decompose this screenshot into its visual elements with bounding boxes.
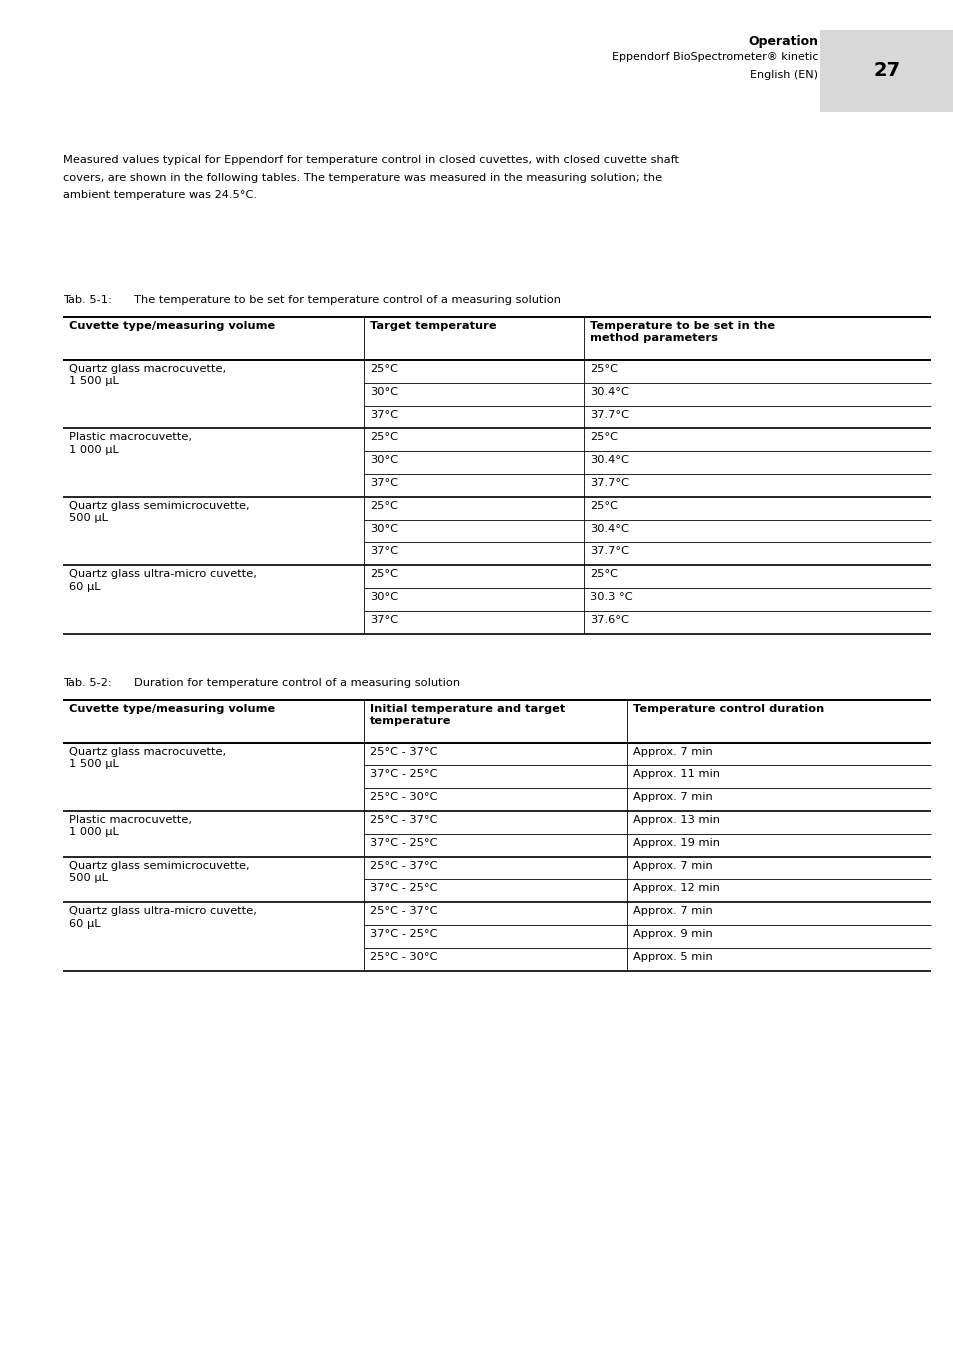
- Text: 25°C - 30°C: 25°C - 30°C: [370, 792, 437, 802]
- Text: Target temperature: Target temperature: [370, 321, 497, 331]
- Text: 25°C - 37°C: 25°C - 37°C: [370, 747, 437, 756]
- Text: 37°C - 25°C: 37°C - 25°C: [370, 838, 437, 848]
- Text: 37.7°C: 37.7°C: [589, 409, 628, 420]
- Text: Tab. 5-2:    Duration for temperature control of a measuring solution: Tab. 5-2: Duration for temperature contr…: [63, 678, 459, 687]
- Text: 37°C - 25°C: 37°C - 25°C: [370, 769, 437, 779]
- Text: 30°C: 30°C: [370, 593, 398, 602]
- Text: 30.4°C: 30.4°C: [589, 524, 628, 533]
- Text: Quartz glass semimicrocuvette,
500 μL: Quartz glass semimicrocuvette, 500 μL: [69, 860, 250, 883]
- Text: 30°C: 30°C: [370, 387, 398, 397]
- Bar: [820, 30, 953, 112]
- Text: 25°C: 25°C: [589, 501, 618, 510]
- Text: 25°C: 25°C: [370, 570, 397, 579]
- Text: 30.4°C: 30.4°C: [589, 455, 628, 466]
- Text: Quartz glass ultra-micro cuvette,
60 μL: Quartz glass ultra-micro cuvette, 60 μL: [69, 570, 256, 591]
- Text: Quartz glass ultra-micro cuvette,
60 μL: Quartz glass ultra-micro cuvette, 60 μL: [69, 906, 256, 929]
- Text: 25°C - 37°C: 25°C - 37°C: [370, 815, 437, 825]
- Text: Approx. 7 min: Approx. 7 min: [633, 860, 712, 871]
- Text: 30°C: 30°C: [370, 524, 398, 533]
- Text: Quartz glass macrocuvette,
1 500 μL: Quartz glass macrocuvette, 1 500 μL: [69, 747, 226, 769]
- Text: 30.4°C: 30.4°C: [589, 387, 628, 397]
- Text: 37.7°C: 37.7°C: [589, 547, 628, 556]
- Text: 25°C - 30°C: 25°C - 30°C: [370, 952, 437, 961]
- Text: 37.6°C: 37.6°C: [589, 614, 628, 625]
- Text: English (EN): English (EN): [749, 70, 817, 80]
- Text: Quartz glass semimicrocuvette,
500 μL: Quartz glass semimicrocuvette, 500 μL: [69, 501, 250, 524]
- Text: Operation: Operation: [747, 35, 817, 49]
- Text: Approx. 11 min: Approx. 11 min: [633, 769, 720, 779]
- Text: 37°C: 37°C: [370, 614, 398, 625]
- Text: Quartz glass macrocuvette,
1 500 μL: Quartz glass macrocuvette, 1 500 μL: [69, 364, 226, 386]
- Text: Approx. 7 min: Approx. 7 min: [633, 792, 712, 802]
- Text: Initial temperature and target
temperature: Initial temperature and target temperatu…: [370, 703, 565, 726]
- Text: 30.3 °C: 30.3 °C: [589, 593, 632, 602]
- Text: covers, are shown in the following tables. The temperature was measured in the m: covers, are shown in the following table…: [63, 173, 661, 182]
- Text: 25°C: 25°C: [589, 570, 618, 579]
- Text: Approx. 7 min: Approx. 7 min: [633, 747, 712, 756]
- Text: 25°C - 37°C: 25°C - 37°C: [370, 906, 437, 917]
- Text: 37°C: 37°C: [370, 478, 398, 487]
- Text: 25°C - 37°C: 25°C - 37°C: [370, 860, 437, 871]
- Text: Cuvette type/measuring volume: Cuvette type/measuring volume: [69, 703, 275, 714]
- Text: 25°C: 25°C: [370, 432, 397, 443]
- Text: Measured values typical for Eppendorf for temperature control in closed cuvettes: Measured values typical for Eppendorf fo…: [63, 155, 679, 165]
- Text: 27: 27: [873, 62, 900, 81]
- Text: 37°C: 37°C: [370, 409, 398, 420]
- Text: Approx. 19 min: Approx. 19 min: [633, 838, 720, 848]
- Text: ambient temperature was 24.5°C.: ambient temperature was 24.5°C.: [63, 190, 256, 200]
- Text: Approx. 7 min: Approx. 7 min: [633, 906, 712, 917]
- Text: 37°C - 25°C: 37°C - 25°C: [370, 929, 437, 940]
- Text: Plastic macrocuvette,
1 000 μL: Plastic macrocuvette, 1 000 μL: [69, 432, 192, 455]
- Text: Approx. 9 min: Approx. 9 min: [633, 929, 712, 940]
- Text: Approx. 5 min: Approx. 5 min: [633, 952, 712, 961]
- Text: Temperature control duration: Temperature control duration: [633, 703, 823, 714]
- Text: 25°C: 25°C: [370, 364, 397, 374]
- Text: Tab. 5-1:    The temperature to be set for temperature control of a measuring so: Tab. 5-1: The temperature to be set for …: [63, 296, 560, 305]
- Text: 25°C: 25°C: [589, 432, 618, 443]
- Text: Temperature to be set in the
method parameters: Temperature to be set in the method para…: [589, 321, 774, 343]
- Text: 25°C: 25°C: [589, 364, 618, 374]
- Text: 37°C - 25°C: 37°C - 25°C: [370, 883, 437, 894]
- Text: Plastic macrocuvette,
1 000 μL: Plastic macrocuvette, 1 000 μL: [69, 815, 192, 837]
- Text: 25°C: 25°C: [370, 501, 397, 510]
- Text: Eppendorf BioSpectrometer® kinetic: Eppendorf BioSpectrometer® kinetic: [611, 53, 817, 62]
- Text: 30°C: 30°C: [370, 455, 398, 466]
- Text: Approx. 13 min: Approx. 13 min: [633, 815, 720, 825]
- Text: 37°C: 37°C: [370, 547, 398, 556]
- Text: Approx. 12 min: Approx. 12 min: [633, 883, 720, 894]
- Text: Cuvette type/measuring volume: Cuvette type/measuring volume: [69, 321, 275, 331]
- Text: 37.7°C: 37.7°C: [589, 478, 628, 487]
